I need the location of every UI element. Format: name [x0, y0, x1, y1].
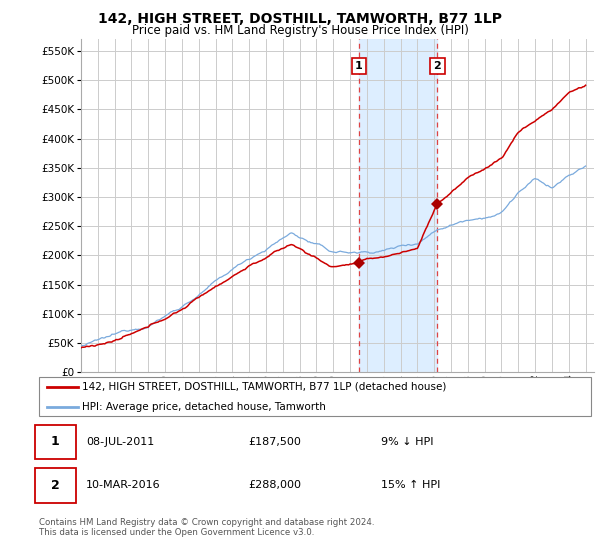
Text: 08-JUL-2011: 08-JUL-2011	[86, 437, 154, 447]
FancyBboxPatch shape	[35, 468, 76, 503]
Bar	[359, 39, 437, 372]
Text: £288,000: £288,000	[249, 480, 302, 491]
Text: Contains HM Land Registry data © Crown copyright and database right 2024.
This d: Contains HM Land Registry data © Crown c…	[39, 518, 374, 538]
Text: 2: 2	[434, 61, 441, 71]
FancyBboxPatch shape	[39, 377, 591, 416]
Text: Price paid vs. HM Land Registry's House Price Index (HPI): Price paid vs. HM Land Registry's House …	[131, 24, 469, 37]
Text: 1: 1	[51, 435, 59, 449]
Text: £187,500: £187,500	[249, 437, 302, 447]
Text: 10-MAR-2016: 10-MAR-2016	[86, 480, 161, 491]
Text: 15% ↑ HPI: 15% ↑ HPI	[381, 480, 440, 491]
Text: 142, HIGH STREET, DOSTHILL, TAMWORTH, B77 1LP: 142, HIGH STREET, DOSTHILL, TAMWORTH, B7…	[98, 12, 502, 26]
Text: 1: 1	[355, 61, 363, 71]
Text: 142, HIGH STREET, DOSTHILL, TAMWORTH, B77 1LP (detached house): 142, HIGH STREET, DOSTHILL, TAMWORTH, B7…	[82, 382, 446, 392]
Text: 2: 2	[51, 479, 59, 492]
Text: HPI: Average price, detached house, Tamworth: HPI: Average price, detached house, Tamw…	[82, 402, 326, 412]
Text: 9% ↓ HPI: 9% ↓ HPI	[381, 437, 434, 447]
FancyBboxPatch shape	[35, 424, 76, 459]
